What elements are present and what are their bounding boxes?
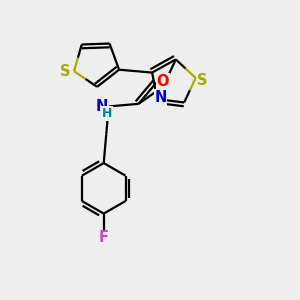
Text: S: S (60, 64, 70, 79)
Text: H: H (102, 107, 112, 120)
Text: O: O (157, 74, 169, 89)
Text: N: N (154, 90, 167, 105)
Text: F: F (99, 230, 109, 245)
Text: S: S (197, 73, 208, 88)
Text: N: N (95, 99, 108, 114)
